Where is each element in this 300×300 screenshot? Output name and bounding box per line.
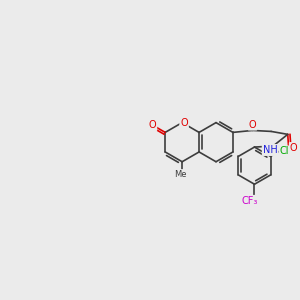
Text: O: O xyxy=(290,143,297,153)
Text: Cl: Cl xyxy=(280,146,289,157)
Text: Me: Me xyxy=(174,170,186,179)
Text: O: O xyxy=(180,118,188,128)
Text: O: O xyxy=(149,120,156,130)
Text: O: O xyxy=(249,120,256,130)
Text: NH: NH xyxy=(263,145,278,155)
Text: CF₃: CF₃ xyxy=(242,196,258,206)
